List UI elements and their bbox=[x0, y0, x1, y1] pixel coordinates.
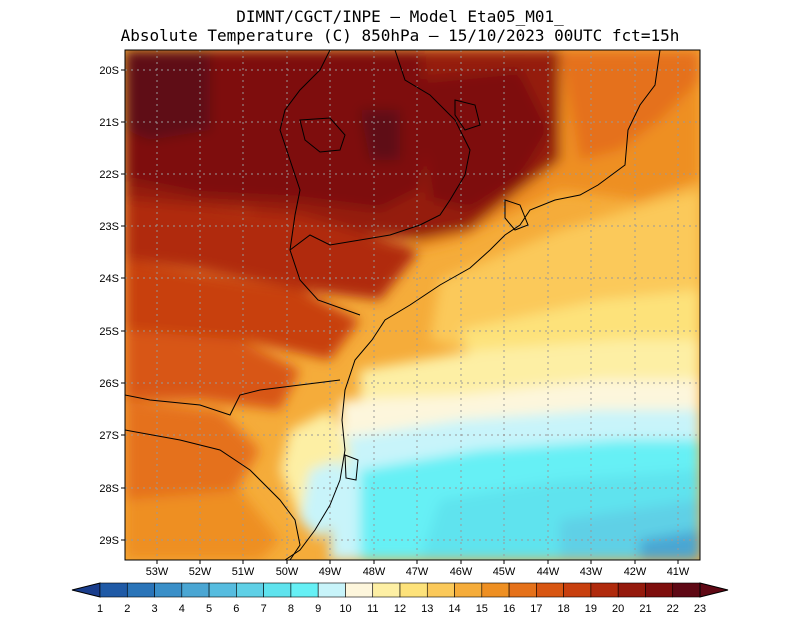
colorbar-swatch bbox=[645, 582, 674, 598]
lon-label: 43W bbox=[580, 566, 603, 578]
lat-label: 22S bbox=[99, 169, 119, 181]
gridlines bbox=[125, 50, 700, 560]
colorbar-label: 7 bbox=[261, 603, 267, 615]
colorbar-label: 10 bbox=[339, 603, 351, 615]
colorbar-label: 14 bbox=[448, 603, 460, 615]
lat-label: 21S bbox=[99, 117, 119, 129]
colorbar-label: 4 bbox=[179, 603, 185, 615]
colorbar: 1 2 3 4 5 6 7 8 9 10 11 12 13 14 15 16 17 18 19 20 21 22 23 bbox=[71, 582, 729, 615]
colorbar-label: 19 bbox=[585, 603, 597, 615]
lon-label: 48W bbox=[363, 566, 386, 578]
colorbar-left-arrow bbox=[71, 582, 101, 598]
lon-label: 49W bbox=[319, 566, 342, 578]
colorbar-label: 2 bbox=[124, 603, 130, 615]
lon-label: 46W bbox=[450, 566, 473, 578]
lon-label: 45W bbox=[493, 566, 516, 578]
colorbar-swatch bbox=[236, 582, 264, 598]
lat-label: 20S bbox=[99, 65, 119, 77]
lat-label: 25S bbox=[99, 326, 119, 338]
lat-label: 23S bbox=[99, 221, 119, 233]
colorbar-label: 11 bbox=[367, 603, 378, 615]
colorbar-swatch bbox=[317, 582, 346, 598]
colorbar-swatch bbox=[454, 582, 483, 598]
colorbar-swatch bbox=[508, 582, 537, 598]
lon-label: 42W bbox=[624, 566, 647, 578]
lat-label: 28S bbox=[99, 483, 119, 495]
colorbar-swatch bbox=[481, 582, 510, 598]
lon-label: 53W bbox=[146, 566, 169, 578]
lat-label: 26S bbox=[99, 378, 119, 390]
colorbar-label: 6 bbox=[233, 603, 239, 615]
colorbar-swatch bbox=[154, 582, 183, 598]
colorbar-label: 21 bbox=[639, 603, 651, 615]
colorbar-swatch bbox=[536, 582, 564, 598]
colorbar-swatch bbox=[426, 582, 455, 598]
colorbar-label: 18 bbox=[558, 603, 570, 615]
lon-label: 44W bbox=[537, 566, 560, 578]
lon-label: 52W bbox=[189, 566, 212, 578]
map-title-line2: Absolute Temperature (C) 850hPa – 15/10/… bbox=[120, 26, 680, 45]
colorbar-swatch bbox=[99, 582, 128, 598]
colorbar-swatch bbox=[590, 582, 619, 598]
colorbar-label: 1 bbox=[97, 603, 103, 615]
colorbar-swatch bbox=[181, 582, 210, 598]
lat-label: 29S bbox=[99, 535, 119, 547]
colorbar-swatch bbox=[126, 582, 155, 598]
colorbar-swatch bbox=[263, 582, 292, 598]
lon-label: 47W bbox=[406, 566, 429, 578]
lon-label: 50W bbox=[276, 566, 299, 578]
colorbar-swatch bbox=[372, 582, 401, 598]
colorbar-label: 20 bbox=[612, 603, 624, 615]
colorbar-label: 13 bbox=[421, 603, 433, 615]
colorbar-swatch bbox=[208, 582, 237, 598]
lon-label: 41W bbox=[667, 566, 690, 578]
political-boundaries bbox=[125, 50, 661, 560]
colorbar-label: 12 bbox=[394, 603, 406, 615]
temperature-field bbox=[125, 50, 700, 560]
plot-frame bbox=[124, 49, 701, 561]
colorbar-label: 16 bbox=[503, 603, 515, 615]
map-title-line1: DIMNT/CGCT/INPE – Model Eta05_M01_ bbox=[236, 7, 564, 26]
colorbar-label: 8 bbox=[288, 603, 294, 615]
colorbar-label: 5 bbox=[206, 603, 212, 615]
colorbar-swatch bbox=[617, 582, 646, 598]
colorbar-label: 15 bbox=[476, 603, 488, 615]
lat-label: 27S bbox=[99, 430, 119, 442]
colorbar-right-arrow bbox=[699, 582, 729, 598]
colorbar-swatch bbox=[399, 582, 428, 598]
colorbar-swatch bbox=[563, 582, 592, 598]
colorbar-label: 9 bbox=[315, 603, 321, 615]
colorbar-label: 17 bbox=[530, 603, 542, 615]
colorbar-label: 3 bbox=[151, 603, 157, 615]
colorbar-label: 22 bbox=[667, 603, 679, 615]
lat-label: 24S bbox=[99, 273, 119, 285]
colorbar-label: 23 bbox=[694, 603, 706, 615]
colorbar-swatch bbox=[672, 582, 701, 598]
colorbar-swatch bbox=[290, 582, 319, 598]
colorbar-swatch bbox=[345, 582, 374, 598]
lon-label: 51W bbox=[232, 566, 255, 578]
